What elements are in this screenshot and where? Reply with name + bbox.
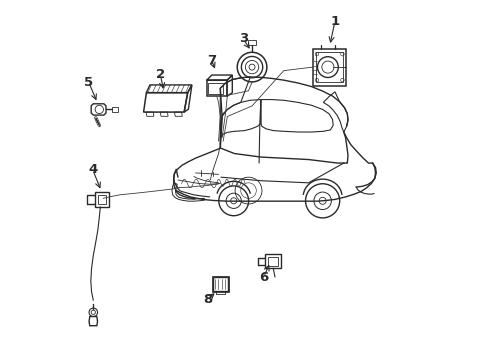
Bar	[247, 40, 256, 45]
Bar	[208, 82, 223, 94]
Bar	[212, 276, 229, 292]
Text: 8: 8	[203, 293, 213, 306]
Bar	[96, 192, 109, 207]
Text: 3: 3	[239, 32, 248, 45]
Text: 5: 5	[84, 76, 94, 90]
Text: 2: 2	[156, 68, 165, 81]
Text: 4: 4	[88, 163, 97, 176]
Bar	[98, 195, 106, 204]
Text: 6: 6	[259, 270, 269, 284]
Text: 7: 7	[207, 54, 216, 67]
Bar	[213, 277, 228, 291]
Bar	[265, 254, 281, 268]
Bar	[268, 257, 278, 266]
Text: 1: 1	[330, 15, 340, 28]
Bar	[316, 52, 343, 82]
Bar	[313, 49, 346, 86]
